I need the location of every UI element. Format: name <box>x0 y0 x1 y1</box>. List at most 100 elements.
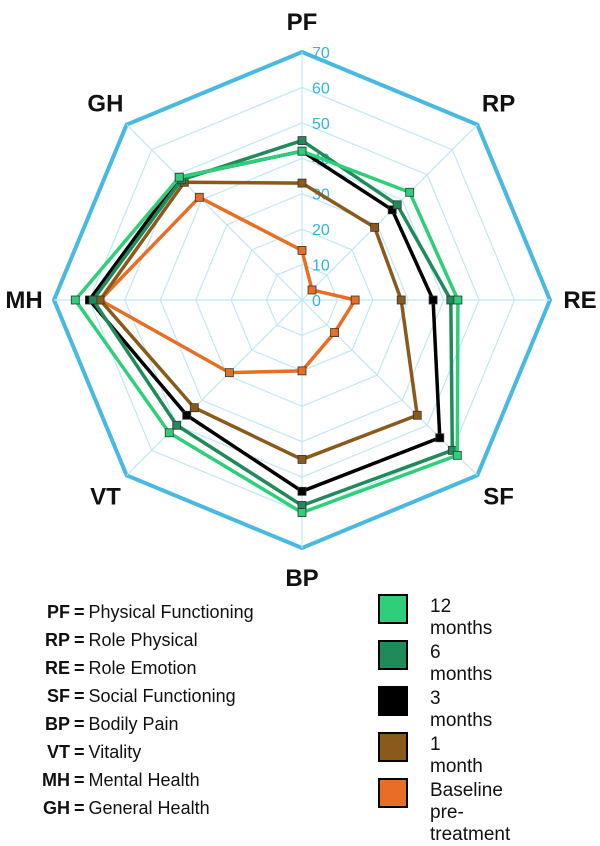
data-point <box>182 410 192 420</box>
abbr-row-bp: BP = Bodily Pain <box>18 710 254 738</box>
data-point <box>297 508 307 517</box>
radar-grid <box>51 49 553 551</box>
data-point <box>297 136 307 145</box>
tick-label: 60 <box>312 80 330 97</box>
legend-swatch <box>378 640 408 670</box>
abbr-label: Mental Health <box>88 770 200 790</box>
abbr-key: MH <box>42 770 70 790</box>
abbr-equals: = <box>74 602 85 622</box>
abbr-row-vt: VT = Vitality <box>18 738 254 766</box>
tick-label: 10 <box>312 258 330 275</box>
axis-label-pf: PF <box>287 9 318 36</box>
legend-swatch <box>378 778 408 808</box>
data-point <box>330 328 339 337</box>
legend-swatch <box>378 594 408 624</box>
abbr-equals: = <box>74 742 85 762</box>
data-point <box>452 450 462 460</box>
abbr-equals: = <box>74 630 85 650</box>
abbr-row-sf: SF = Social Functioning <box>18 682 254 710</box>
abbr-row-re: RE = Role Emotion <box>18 654 254 682</box>
data-point <box>350 295 360 305</box>
abbr-label: Vitality <box>88 742 142 762</box>
abbr-label: Social Functioning <box>88 686 236 706</box>
data-point <box>435 433 445 443</box>
abbr-key: RE <box>44 658 70 678</box>
series-baseline-pre-treatment <box>95 192 360 378</box>
data-point <box>297 146 307 156</box>
abbr-key: SF <box>46 686 70 706</box>
legend-label: Baseline pre-treatment <box>430 780 510 846</box>
tick-label: 50 <box>312 116 330 133</box>
data-point <box>297 486 307 496</box>
abbr-label: Bodily Pain <box>88 714 179 734</box>
abbr-label: General Health <box>88 798 210 818</box>
legend-swatch <box>378 732 408 762</box>
data-point <box>453 295 463 305</box>
abbr-key: GH <box>43 798 70 818</box>
axis-spoke <box>126 299 303 476</box>
abbr-equals: = <box>74 798 85 818</box>
abbr-row-mh: MH = Mental Health <box>18 766 254 794</box>
axis-label-sf: SF <box>483 484 514 511</box>
data-point <box>174 172 184 182</box>
series-1-month <box>95 177 422 464</box>
legend-label: 6 months <box>430 642 493 685</box>
abbr-equals: = <box>74 714 85 734</box>
axis-label-vt: VT <box>90 484 121 511</box>
data-point <box>392 200 402 210</box>
abbr-equals: = <box>74 686 85 706</box>
data-point <box>297 366 307 376</box>
abbr-row-pf: PF = Physical Functioning <box>18 598 254 626</box>
abbr-key: BP <box>44 714 70 734</box>
data-series <box>70 136 463 517</box>
legend-label: 3 months <box>430 688 493 731</box>
tick-label: 0 <box>312 293 321 310</box>
abbr-row-rp: RP = Role Physical <box>18 626 254 654</box>
data-point <box>297 178 307 188</box>
data-point <box>172 420 182 430</box>
data-point <box>164 428 174 438</box>
axis-label-mh: MH <box>5 287 42 314</box>
abbr-row-gh: GH = General Health <box>18 794 254 822</box>
data-point <box>307 285 317 295</box>
data-point <box>297 455 307 464</box>
abbr-key: PF <box>46 602 70 622</box>
legend-label: 1 month <box>430 734 483 777</box>
axis-labels: PF RP RE SF BP VT MH GH <box>5 9 596 590</box>
abbr-equals: = <box>74 770 85 790</box>
data-point <box>412 410 422 420</box>
abbr-label: Physical Functioning <box>88 602 254 622</box>
legend-label: 12 months <box>430 596 493 639</box>
data-point <box>70 295 80 305</box>
axis-spoke <box>126 124 303 301</box>
series-12-months <box>70 146 463 517</box>
data-point <box>405 187 415 197</box>
data-point <box>189 403 199 413</box>
axis-label-gh: GH <box>87 90 123 117</box>
abbr-label: Role Emotion <box>88 658 197 678</box>
legend-swatch <box>378 686 408 716</box>
data-point <box>88 295 98 305</box>
data-point <box>396 295 406 305</box>
axis-label-bp: BP <box>285 565 318 590</box>
abbr-key: VT <box>46 742 70 762</box>
abbreviation-list: PF = Physical Functioning RP = Role Physical… <box>18 598 254 822</box>
data-point <box>194 192 204 202</box>
data-point <box>297 245 307 255</box>
series-6-months <box>88 136 457 510</box>
axis-label-re: RE <box>563 287 596 314</box>
abbr-label: Role Physical <box>88 630 198 650</box>
tick-label: 70 <box>312 45 330 62</box>
legend-label-line1: Baseline <box>430 780 503 801</box>
axis-label-rp: RP <box>482 90 515 117</box>
tick-label: 20 <box>312 222 330 239</box>
legend-label-line2: pre-treatment <box>430 802 511 845</box>
data-point <box>224 368 234 378</box>
data-point <box>387 205 397 215</box>
abbr-key: RP <box>44 630 70 650</box>
data-point <box>428 295 438 305</box>
data-point <box>370 222 380 232</box>
abbr-equals: = <box>74 658 85 678</box>
